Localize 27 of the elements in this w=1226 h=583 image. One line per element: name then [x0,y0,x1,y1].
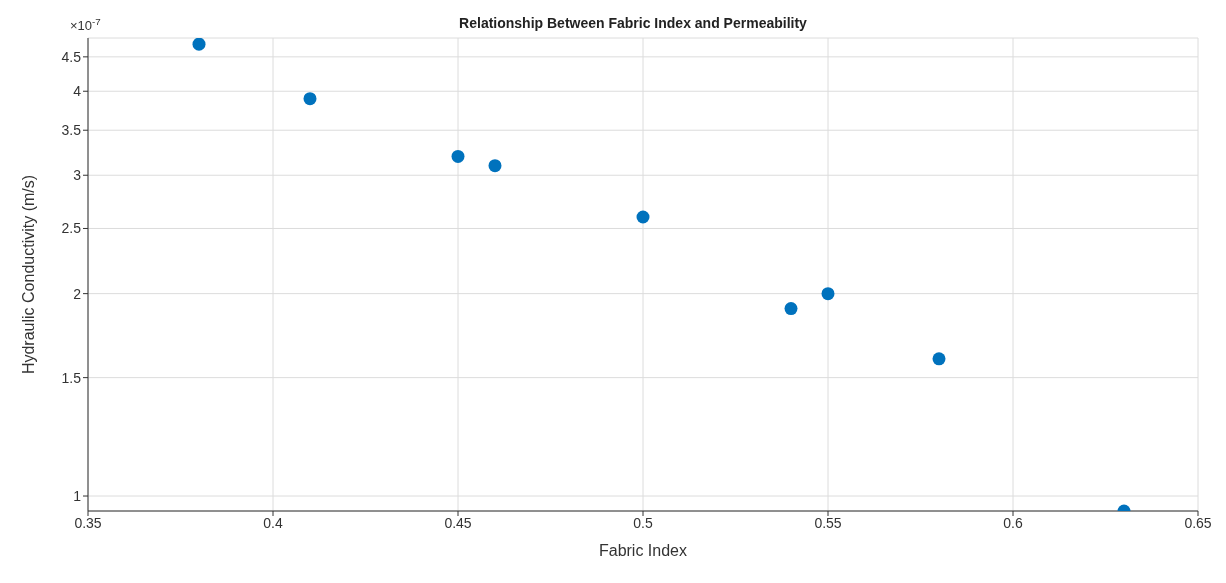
point [821,287,835,301]
point [784,302,798,316]
y-tick-label: 3.5 [61,122,82,139]
x-tick-label: 0.65 [1184,514,1212,531]
y-tick-label: 2 [73,285,82,302]
y-tick-label: 4 [73,83,82,100]
x-tick-label: 0.55 [814,514,842,531]
text: ×10$^{-7}$ [70,15,101,33]
x-tick-label: 0.5 [633,514,653,531]
point [932,352,946,366]
y-tick-label: 4.5 [61,48,82,65]
x-tick-label: 0.45 [444,514,472,531]
y-tick-label: 1 [73,487,82,504]
y-tick-label: 1.5 [61,369,82,386]
point [192,38,206,51]
point [303,92,317,106]
x-tick-label: 0.6 [1003,514,1023,531]
point [488,159,502,173]
chart-title: Relationship Between Fabric Index and Permeability [459,15,808,31]
y-tick-label: 2.5 [61,220,82,237]
y-axis-title: Hydraulic Conductivity (m/s) [19,174,37,375]
point [636,210,650,224]
x-axis-title: Fabric Index [598,542,688,559]
point [451,149,465,163]
x-tick-label: 0.4 [263,514,283,531]
x-tick-label: 0.35 [74,514,102,531]
y-tick-label: 3 [73,167,82,184]
